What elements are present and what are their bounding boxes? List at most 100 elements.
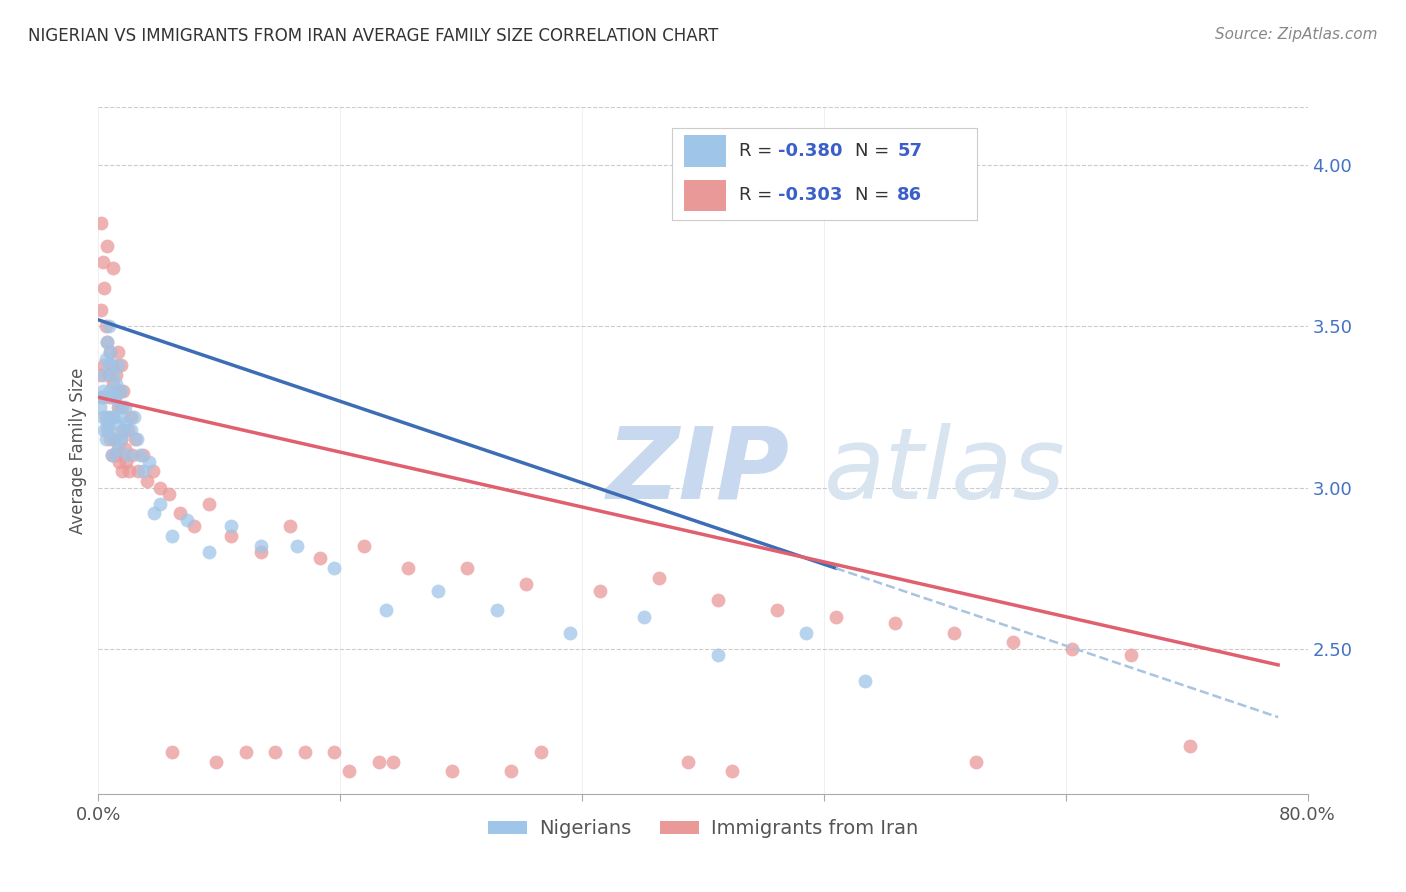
Point	[121, 448, 143, 462]
Point	[108, 455, 131, 469]
Bar	[683, 135, 727, 167]
Point	[112, 423, 135, 437]
Point	[110, 384, 132, 398]
Text: 86: 86	[897, 186, 922, 204]
Point	[219, 519, 242, 533]
Point	[93, 423, 115, 437]
Point	[112, 423, 135, 437]
Point	[94, 409, 117, 424]
Point	[97, 368, 120, 382]
Point	[94, 351, 117, 366]
Point	[589, 583, 612, 598]
Point	[105, 377, 128, 392]
Point	[205, 755, 228, 769]
Point	[111, 409, 134, 424]
Point	[98, 345, 121, 359]
Point	[706, 593, 728, 607]
Point	[90, 303, 112, 318]
Point	[127, 464, 149, 478]
Point	[97, 319, 120, 334]
Point	[278, 519, 301, 533]
Point	[101, 261, 124, 276]
Point	[1001, 635, 1024, 649]
Point	[169, 506, 191, 520]
Point	[94, 319, 117, 334]
Point	[176, 513, 198, 527]
Point	[183, 519, 205, 533]
Point	[149, 481, 172, 495]
Point	[142, 464, 165, 478]
Point	[107, 400, 129, 414]
Point	[515, 577, 537, 591]
Point	[104, 390, 127, 404]
Point	[96, 416, 118, 430]
Bar	[683, 179, 727, 211]
Text: R =: R =	[738, 186, 778, 204]
Point	[107, 358, 129, 372]
Point	[485, 603, 508, 617]
Point	[125, 432, 148, 446]
Text: R =: R =	[738, 142, 778, 160]
Text: 57: 57	[897, 142, 922, 160]
Point	[96, 335, 118, 350]
Text: Source: ZipAtlas.com: Source: ZipAtlas.com	[1215, 27, 1378, 42]
Point	[1178, 739, 1201, 753]
Point	[110, 432, 132, 446]
Point	[114, 442, 136, 456]
Point	[456, 561, 478, 575]
Point	[90, 390, 112, 404]
Point	[136, 474, 159, 488]
Text: -0.380: -0.380	[779, 142, 842, 160]
Point	[367, 755, 389, 769]
Point	[633, 609, 655, 624]
Point	[160, 745, 183, 759]
Point	[101, 368, 124, 382]
Point	[111, 464, 134, 478]
Point	[101, 409, 124, 424]
Point	[110, 432, 132, 446]
Point	[96, 335, 118, 350]
Point	[93, 358, 115, 372]
Point	[91, 409, 114, 424]
Point	[89, 368, 111, 382]
Point	[678, 755, 700, 769]
Text: -0.303: -0.303	[779, 186, 842, 204]
Point	[530, 745, 553, 759]
Point	[89, 400, 111, 414]
Point	[97, 358, 120, 372]
Point	[323, 745, 346, 759]
Point	[120, 409, 142, 424]
Point	[94, 432, 117, 446]
Point	[1119, 648, 1142, 663]
Point	[100, 390, 122, 404]
Point	[93, 280, 115, 294]
Y-axis label: Average Family Size: Average Family Size	[69, 368, 87, 533]
Point	[122, 409, 145, 424]
Point	[131, 464, 153, 478]
Point	[131, 448, 153, 462]
Point	[287, 539, 309, 553]
Point	[853, 673, 876, 688]
Point	[706, 648, 728, 663]
Point	[107, 345, 129, 359]
Point	[120, 423, 142, 437]
Point	[104, 432, 127, 446]
Text: ZIP: ZIP	[606, 423, 789, 519]
Point	[308, 551, 330, 566]
Point	[91, 255, 114, 269]
Point	[235, 745, 257, 759]
Point	[98, 432, 121, 446]
Point	[93, 368, 115, 382]
Point	[91, 384, 114, 398]
Point	[124, 432, 146, 446]
Point	[323, 561, 346, 575]
Point	[100, 358, 122, 372]
Point	[198, 545, 221, 559]
Text: N =: N =	[855, 186, 894, 204]
Point	[115, 416, 138, 430]
Point	[105, 448, 128, 462]
Point	[91, 390, 114, 404]
Point	[112, 384, 135, 398]
Point	[104, 390, 127, 404]
Text: atlas: atlas	[824, 423, 1066, 519]
